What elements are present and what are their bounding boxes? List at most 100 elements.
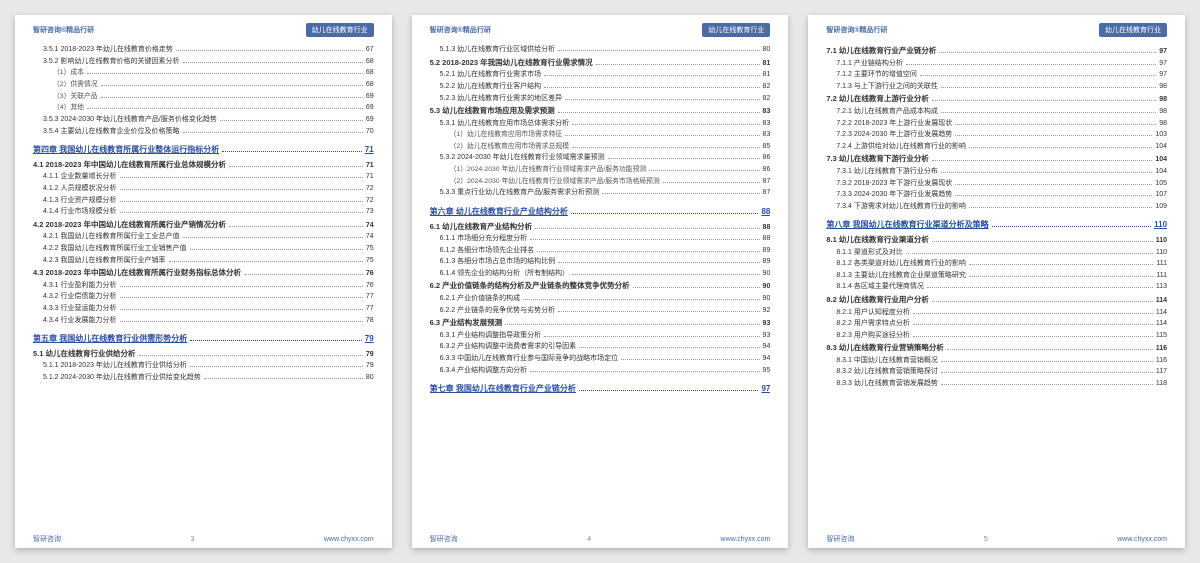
toc-row: （4）其他69	[33, 103, 374, 112]
toc-page-number: 77	[366, 292, 374, 301]
toc-leader-dots	[913, 313, 1153, 314]
toc-row: 4.1.4 行业市场规模分析73	[33, 207, 374, 216]
toc-row: 6.2 产业价值链条的结构分析及产业链条的整体竞争优势分析90	[430, 281, 771, 291]
toc-page-number: 80	[763, 45, 771, 54]
toc-label: 4.2.2 我国幼儿在线教育所属行业工业销售产值	[33, 244, 187, 253]
toc-row: 6.3.3 中国幼儿在线教育行业参与国际竞争的战略市场定位94	[430, 354, 771, 363]
toc-leader-dots	[176, 50, 363, 51]
footer-page-number: 3	[190, 536, 194, 543]
toc-row: 7.1.2 主要环节的增值空间 97	[826, 70, 1167, 79]
toc-page-number: 79	[365, 334, 374, 345]
toc-label: 7.1.2 主要环节的增值空间	[826, 70, 917, 79]
toc-leader-dots	[663, 182, 760, 183]
toc-row: 4.1.2 人员规模状况分析 72	[33, 184, 374, 193]
header-badge: 幼儿在线教育行业	[702, 23, 770, 37]
toc-page-number: 116	[1156, 344, 1167, 353]
toc-label: 7.3.2 2018-2023 年下游行业发展现状	[826, 179, 952, 188]
toc-row: 6.3 产业结构发展预测93	[430, 318, 771, 328]
toc-row: 8.3.1 中国幼儿在线教育营销概况116	[826, 356, 1167, 365]
footer-brand: 智研咨询	[430, 534, 458, 544]
footer-url: www.chyxx.com	[1117, 536, 1167, 543]
toc-leader-dots	[183, 62, 363, 63]
toc-page-number: 69	[366, 115, 374, 124]
toc-page-number: 110	[1156, 248, 1167, 257]
toc-page-number: 79	[366, 361, 374, 370]
toc-row: 6.2.2 产业链条的竞争优势与劣势分析92	[430, 306, 771, 315]
toc-label: 4.2.3 我国幼儿在线教育所属行业产销率	[33, 256, 166, 265]
toc-leader-dots	[530, 371, 759, 372]
toc-page-number: 88	[763, 234, 771, 243]
document-page: 智研咨询®精品行研幼儿在线教育行业7.1 幼儿在线教育行业产业链分析977.1.…	[808, 15, 1185, 548]
toc-label: 5.3.2 2024-2030 年幼儿在线教育行业领域需求量预测	[430, 153, 605, 162]
toc-row: 6.1.4 领先企业的结构分析（所有制结构）90	[430, 269, 771, 278]
toc-leader-dots	[941, 172, 1152, 173]
toc-page-number: 103	[1155, 130, 1167, 139]
toc-label: 8.2.1 用户认知程度分析	[826, 308, 910, 317]
toc-leader-dots	[190, 340, 362, 341]
toc-leader-dots	[572, 147, 760, 148]
toc-page-number: 93	[763, 331, 771, 340]
toc-page-number: 95	[763, 366, 771, 375]
toc-row: 3.5.4 主要幼儿在线教育企业价位及价格策略70	[33, 127, 374, 136]
toc-row: （1）2024-2030 年幼儿在线教育行业领域需求产品/服务功能预测86	[430, 165, 771, 174]
footer-page-number: 5	[984, 536, 988, 543]
toc-row: 4.2.3 我国幼儿在线教育所属行业产销率75	[33, 256, 374, 265]
toc-label: 6.3.4 产业结构调整方向分析	[430, 366, 528, 375]
toc-page-number: 94	[763, 342, 771, 351]
toc-label: 4.1.3 行业资产规模分析	[33, 196, 117, 205]
toc-leader-dots	[572, 124, 759, 125]
toc-label: 8.2.2 用户需求特点分析	[826, 319, 910, 328]
toc-page-number: 76	[366, 269, 374, 278]
toc-row: 8.1.1 渠道形式及对比 110	[826, 248, 1167, 257]
toc-page-number: 85	[763, 142, 771, 151]
toc-leader-dots	[941, 372, 1153, 373]
toc-row: 5.2.1 幼儿在线教育行业需求市场81	[430, 70, 771, 79]
toc-row: 第五章 我国幼儿在线教育行业供需形势分析79	[33, 334, 374, 345]
toc-page-number: 72	[366, 184, 374, 193]
toc-leader-dots	[932, 160, 1152, 161]
toc-leader-dots	[505, 324, 759, 325]
toc-row: 7.2.2 2018-2023 年上游行业发展现状98	[826, 119, 1167, 128]
toc-page-number: 88	[763, 223, 771, 232]
toc-page-number: 74	[366, 221, 374, 230]
toc-row: 6.3.1 产业结构调整指导政策分析93	[430, 331, 771, 340]
toc-label: 7.1 幼儿在线教育行业产业链分析	[826, 46, 936, 56]
toc-label: 5.1.2 2024-2030 年幼儿在线教育行业供给变化趋势	[33, 373, 201, 382]
toc-label: 7.3.4 下游需求对幼儿在线教育行业的影响	[826, 202, 966, 211]
toc-leader-dots	[969, 276, 1154, 277]
toc-page-number: 118	[1156, 379, 1167, 388]
toc-row: 7.3.4 下游需求对幼儿在线教育行业的影响109	[826, 202, 1167, 211]
toc-leader-dots	[906, 64, 1156, 65]
toc-row: 4.3 2018-2023 年中国幼儿在线教育所属行业财务指标总体分析76	[33, 268, 374, 278]
toc-row: 5.1.2 2024-2030 年幼儿在线教育行业供给变化趋势80	[33, 373, 374, 382]
toc-page-number: 98	[1159, 95, 1167, 104]
toc-label: 4.2 2018-2023 年中国幼儿在线教育所属行业产销情况分析	[33, 220, 226, 230]
toc-page-number: 98	[1159, 107, 1167, 116]
footer-url: www.chyxx.com	[721, 536, 771, 543]
toc-page-number: 74	[366, 232, 374, 241]
toc-leader-dots	[558, 112, 760, 113]
toc-label: 8.1 幼儿在线教育行业渠道分析	[826, 235, 929, 245]
toc-page-number: 90	[763, 269, 771, 278]
toc-page-number: 76	[366, 281, 374, 290]
toc-row: （1）幼儿在线教育应用市场需求特征83	[430, 130, 771, 139]
toc-row: 5.2.2 幼儿在线教育行业客户结构82	[430, 82, 771, 91]
toc-row: 8.1.4 各区域主要代理商情况113	[826, 282, 1167, 291]
toc-label: 6.3.3 中国幼儿在线教育行业参与国际竞争的战略市场定位	[430, 354, 619, 363]
toc-label: 8.1.1 渠道形式及对比	[826, 248, 903, 257]
toc-label: 4.1.2 人员规模状况分析	[33, 184, 117, 193]
toc-leader-dots	[955, 195, 1152, 196]
toc-page-number: 97	[1159, 70, 1167, 79]
toc-label: 7.3 幼儿在线教育下游行业分析	[826, 154, 929, 164]
toc-leader-dots	[947, 349, 1153, 350]
toc-page-number: 69	[366, 103, 374, 112]
toc-row: 第七章 我国幼儿在线教育行业产业链分析97	[430, 384, 771, 395]
toc-leader-dots	[222, 151, 362, 152]
header-badge: 幼儿在线教育行业	[306, 23, 374, 37]
toc-row: （1）成本68	[33, 68, 374, 77]
toc-leader-dots	[906, 253, 1153, 254]
toc-leader-dots	[932, 241, 1153, 242]
toc-row: 5.1.3 幼儿在线教育行业区域供给分析80	[430, 45, 771, 54]
toc-page-number: 116	[1156, 356, 1167, 365]
toc-leader-dots	[932, 100, 1156, 101]
